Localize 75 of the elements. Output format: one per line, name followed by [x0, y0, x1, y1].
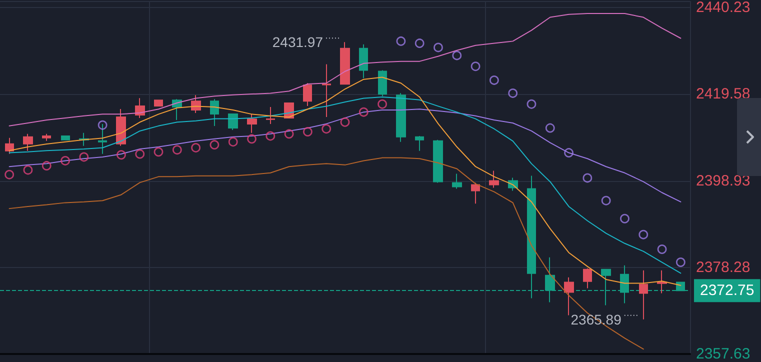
candlestick [396, 92, 406, 142]
candlestick [210, 98, 219, 126]
candlestick [303, 82, 312, 107]
y-tick-label: 2398.93 [696, 172, 750, 190]
point [638, 230, 648, 240]
point [210, 140, 220, 150]
point [508, 88, 518, 98]
y-tick-label: 2378.28 [696, 258, 750, 276]
point [266, 131, 276, 141]
point [582, 173, 592, 183]
point [98, 120, 108, 130]
point [303, 127, 312, 136]
candlestick [42, 133, 51, 142]
point [378, 99, 387, 109]
point [414, 38, 424, 48]
candlestick [23, 133, 33, 152]
candlestick [340, 42, 350, 85]
candlestick [433, 139, 443, 184]
point [396, 36, 406, 46]
point [60, 156, 70, 166]
y-tick-label: 2419.58 [696, 86, 750, 103]
candlestick [415, 135, 424, 152]
candlestick [5, 137, 14, 154]
point [340, 117, 350, 127]
point [23, 165, 33, 175]
point [526, 99, 536, 109]
point [172, 145, 182, 155]
point [470, 62, 480, 72]
point [601, 196, 611, 206]
point [545, 123, 555, 133]
line-series [8, 96, 682, 274]
y-tick-label: 2440.23 [696, 0, 750, 16]
candlestick [228, 114, 238, 130]
point [135, 149, 145, 159]
point [358, 107, 368, 117]
candlestick [564, 276, 574, 316]
point [620, 214, 630, 224]
candlestick [489, 170, 499, 188]
point [564, 148, 574, 158]
point [116, 150, 126, 160]
candlestick [471, 182, 480, 204]
candlestick [116, 108, 126, 146]
line-series [8, 108, 682, 202]
line-series [8, 157, 644, 350]
line-series [8, 76, 682, 286]
point [42, 161, 52, 170]
candlestick [378, 70, 387, 97]
candlestick [639, 270, 648, 320]
point [228, 137, 238, 147]
point [284, 129, 294, 139]
candlestick [266, 106, 275, 124]
point [191, 143, 201, 152]
candlestick [322, 64, 331, 118]
point [322, 124, 332, 134]
candlestick [359, 44, 368, 79]
point [676, 258, 686, 267]
ref-line-label: 2372.75 [700, 282, 754, 300]
candlestick [61, 135, 70, 140]
annotation: 2431.97 [272, 34, 324, 50]
point [434, 42, 443, 52]
candlestick [154, 100, 163, 107]
point [489, 76, 499, 85]
candlestick [657, 270, 667, 294]
candlestick [247, 114, 257, 134]
line-series [8, 13, 682, 126]
point [452, 50, 462, 60]
candlestick [452, 173, 462, 190]
point [79, 152, 89, 162]
point [247, 134, 256, 144]
point [4, 170, 14, 180]
point [657, 244, 667, 254]
point [154, 147, 164, 157]
candlestick [583, 268, 592, 289]
candlestick [135, 98, 145, 118]
y-tick-label: 2357.63 [696, 346, 750, 362]
